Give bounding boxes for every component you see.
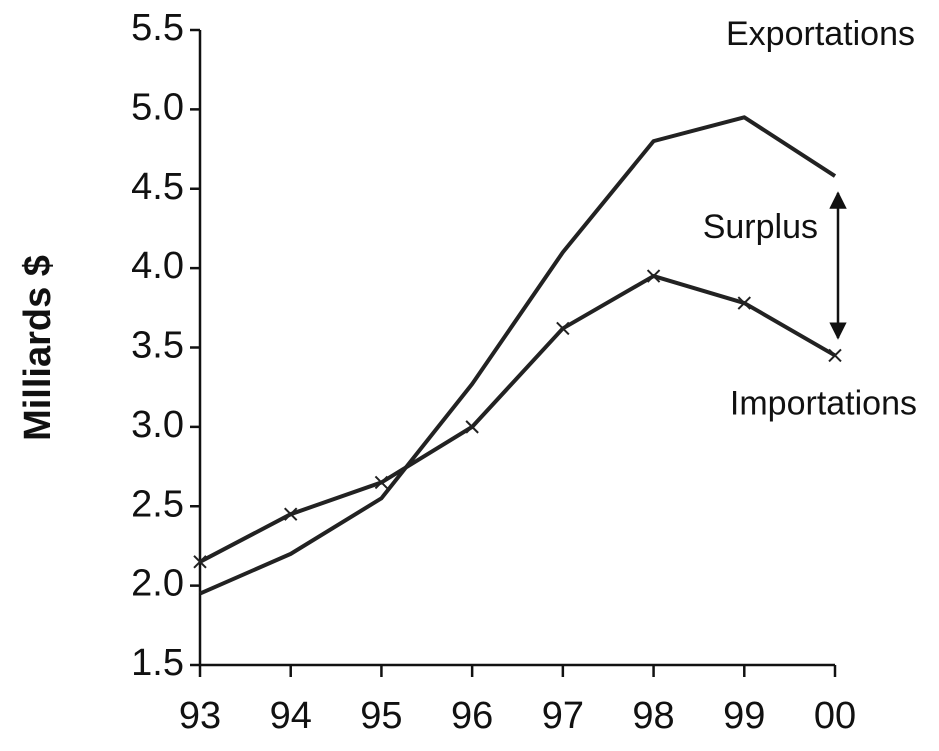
y-tick-label: 3.5 [131, 325, 184, 367]
y-tick-label: 5.0 [131, 86, 184, 128]
point-marker [465, 420, 479, 434]
x-tick-label: 97 [542, 695, 584, 737]
y-tick-label: 4.0 [131, 245, 184, 287]
annotation: Surplus [703, 208, 818, 246]
x-tick-label: 98 [632, 695, 674, 737]
y-tick-label: 2.0 [131, 563, 184, 605]
point-marker [828, 348, 842, 363]
point-marker [737, 296, 751, 310]
x-tick-label: 96 [451, 695, 493, 737]
line-series [199, 274, 837, 564]
point-marker [374, 475, 389, 490]
y-tick-label: 4.5 [131, 166, 184, 208]
point-marker [646, 269, 661, 283]
y-tick-label: 3.0 [131, 404, 184, 446]
y-tick-label: 2.5 [131, 483, 184, 525]
point-marker [284, 507, 298, 521]
x-tick-label: 95 [360, 695, 402, 737]
line-series [199, 115, 837, 596]
series-label: Importations [730, 384, 917, 422]
y-tick-label: 5.5 [131, 7, 184, 49]
x-tick-label: 93 [179, 695, 221, 737]
y-tick-label: 1.5 [131, 642, 184, 684]
series-label: Exportations [726, 15, 915, 53]
y-axis-label: Milliards $ [17, 255, 59, 441]
x-tick-label: 94 [270, 695, 312, 737]
point-marker [556, 321, 570, 336]
x-tick-label: 99 [723, 695, 765, 737]
point-marker [193, 555, 207, 569]
x-tick-label: 00 [814, 695, 856, 737]
